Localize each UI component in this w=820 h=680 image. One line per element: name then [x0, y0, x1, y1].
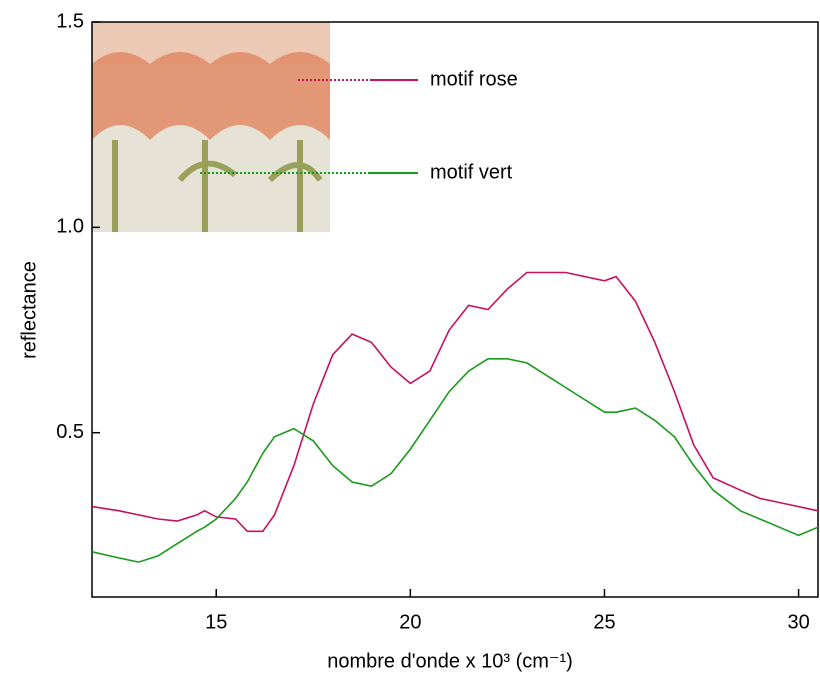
x-axis-label: nombre d'onde x 10³ (cm⁻¹) — [327, 650, 573, 672]
photo-stems — [112, 140, 323, 232]
y-tick-label: 1.5 — [56, 10, 84, 32]
legend-label: motif vert — [430, 161, 513, 183]
data-line — [91, 358, 819, 563]
photo-flowers — [92, 52, 330, 140]
inset-photo — [92, 22, 330, 232]
x-tick-label: 15 — [205, 611, 227, 633]
x-tick-label: 30 — [787, 611, 809, 633]
y-tick-label: 0.5 — [56, 421, 84, 443]
legend-label: motif rose — [430, 68, 518, 90]
x-tick-label: 20 — [399, 611, 421, 633]
y-tick-label: 1.0 — [56, 216, 84, 238]
y-axis-label: reflectance — [18, 261, 40, 359]
data-line — [91, 271, 819, 533]
x-tick-label: 25 — [593, 611, 615, 633]
plot-frame — [91, 21, 819, 598]
